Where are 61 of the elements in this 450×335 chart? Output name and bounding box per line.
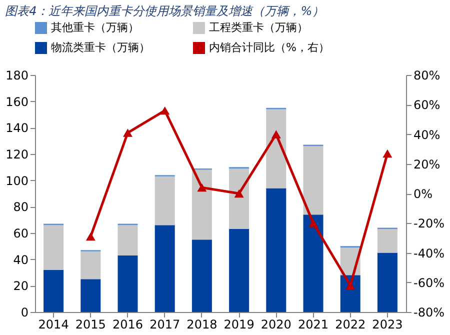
point: [271, 130, 281, 138]
point: [123, 128, 132, 137]
y-tick-label: 80: [13, 200, 28, 214]
x-tick-label: 2023: [372, 318, 403, 332]
y2-tick-label: -20%: [414, 216, 445, 231]
y2-tick-label: -60%: [414, 276, 445, 290]
y-tick-label: 180: [6, 68, 28, 82]
y2-tick-label: 40%: [414, 128, 440, 142]
point: [86, 232, 96, 241]
y-tick-label: 20: [13, 279, 28, 294]
bar: [229, 229, 250, 312]
x-tick-label: 2016: [112, 318, 144, 332]
y2-tick-label: -40%: [414, 246, 445, 260]
bar: [80, 251, 101, 280]
x-tick-label: 2014: [38, 318, 69, 332]
bar: [118, 225, 138, 256]
x-tick-label: 2017: [150, 318, 180, 332]
y2-tick-label: 20%: [414, 157, 440, 172]
bar: [192, 240, 212, 312]
y-tick-label: 100: [6, 174, 28, 188]
y-tick-label: 40: [13, 252, 28, 267]
y-tick-label: 140: [6, 121, 28, 136]
x-tick-label: 2022: [335, 318, 366, 332]
bar: [80, 279, 101, 312]
point: [382, 149, 392, 158]
point: [346, 281, 356, 290]
y-tick-label: 0: [20, 306, 28, 320]
bar: [154, 176, 175, 226]
x-tick-label: 2018: [186, 318, 218, 332]
point: [308, 219, 318, 228]
bar: [118, 255, 138, 312]
y-tick-label: 120: [6, 148, 28, 162]
bar: [154, 225, 175, 312]
x-tick-label: 2020: [260, 318, 292, 332]
bar: [266, 109, 286, 188]
legend-label: 工程类重卡（万辆）: [209, 21, 308, 34]
y2-tick-label: 0%: [414, 187, 433, 201]
x-tick-label: 2019: [224, 318, 254, 332]
point: [160, 106, 170, 115]
point: [197, 183, 207, 192]
bar: [377, 252, 398, 312]
bar: [303, 214, 324, 312]
y-tick-label: 160: [6, 94, 28, 109]
bar: [377, 229, 398, 253]
point: [234, 189, 244, 198]
y2-tick-label: 80%: [414, 68, 440, 82]
bar: [303, 146, 324, 215]
y2-tick-label: 60%: [414, 98, 440, 112]
bar: [192, 170, 212, 240]
legend-label: 内销合计同比（%，右）: [209, 41, 330, 54]
y2-tick-label: -80%: [414, 306, 445, 320]
y-tick-label: 60: [13, 226, 28, 240]
bar: [44, 225, 64, 270]
bar: [44, 270, 64, 312]
legend-label: 其他重卡（万辆）: [51, 21, 139, 34]
chart-title: 图表4：近年来国内重卡分使用场景销量及增速（万辆，%）: [5, 4, 324, 18]
bar: [266, 188, 286, 312]
legend-label: 物流类重卡（万辆）: [51, 41, 150, 54]
x-tick-label: 2021: [298, 318, 329, 332]
bar: [229, 168, 250, 230]
x-tick-label: 2015: [75, 318, 106, 332]
